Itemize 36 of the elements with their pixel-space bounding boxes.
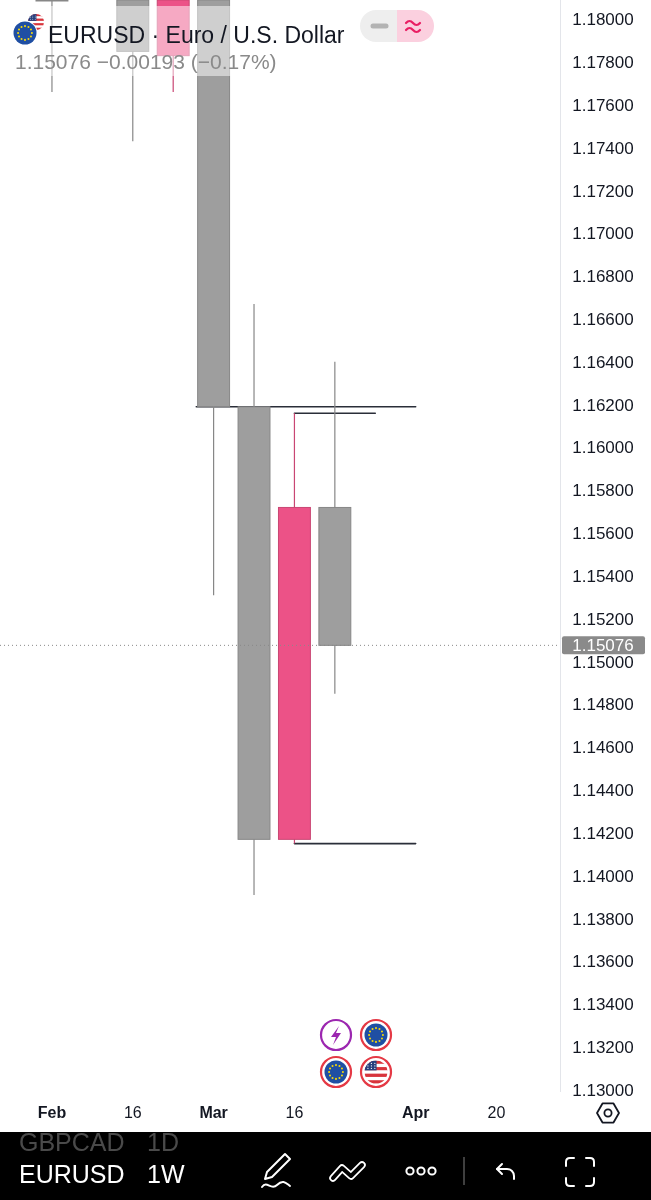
x-tick-label: 20 [487, 1103, 506, 1121]
y-tick-label: 1.13800 [572, 909, 634, 929]
y-tick-label: 1.13000 [572, 1080, 634, 1100]
y-tick-label: 1.15400 [572, 566, 634, 586]
y-tick-label: 1.16000 [572, 438, 634, 458]
y-tick-label: 1.17200 [572, 181, 634, 201]
y-tick-label: 1.14200 [572, 823, 634, 843]
y-tick-label: 1.15600 [572, 524, 634, 544]
y-tick-label: 1.17600 [572, 95, 634, 115]
y-tick-label: 1.16400 [572, 352, 634, 372]
y-tick-label: 1.14600 [572, 738, 634, 758]
y-tick-label: 1.16800 [572, 267, 634, 287]
y-tick-label: 1.13400 [572, 995, 634, 1015]
y-tick-label: 1.16200 [572, 395, 634, 415]
text: GBPCAD [19, 1128, 125, 1156]
y-tick-label: 1.17400 [572, 138, 634, 158]
y-tick-label: 1.13600 [572, 952, 634, 972]
x-tick-label: 16 [285, 1103, 304, 1121]
y-tick-label: 1.14400 [572, 781, 634, 801]
y-tick-label: 1.16600 [572, 309, 634, 329]
text: 1W [147, 1160, 185, 1188]
text: EURUSD [19, 1160, 125, 1188]
y-tick-label: 1.14800 [572, 695, 634, 715]
y-tick-label: 1.14000 [572, 866, 634, 886]
x-tick-label: Feb [37, 1103, 67, 1121]
x-tick-label: 16 [123, 1103, 142, 1121]
text: 1D [147, 1128, 179, 1156]
y-tick-label: 1.18000 [572, 10, 634, 30]
y-tick-label: 1.15200 [572, 609, 634, 629]
y-tick-label: 1.15800 [572, 481, 634, 501]
x-tick-label: Mar [199, 1103, 228, 1121]
text: EURUSD · Euro / U.S. Dollar [48, 22, 345, 48]
y-tick-label: 1.17000 [572, 224, 634, 244]
y-tick-label: 1.17800 [572, 53, 634, 73]
x-tick-label: Apr [401, 1103, 430, 1121]
y-tick-label: 1.13200 [572, 1037, 634, 1057]
